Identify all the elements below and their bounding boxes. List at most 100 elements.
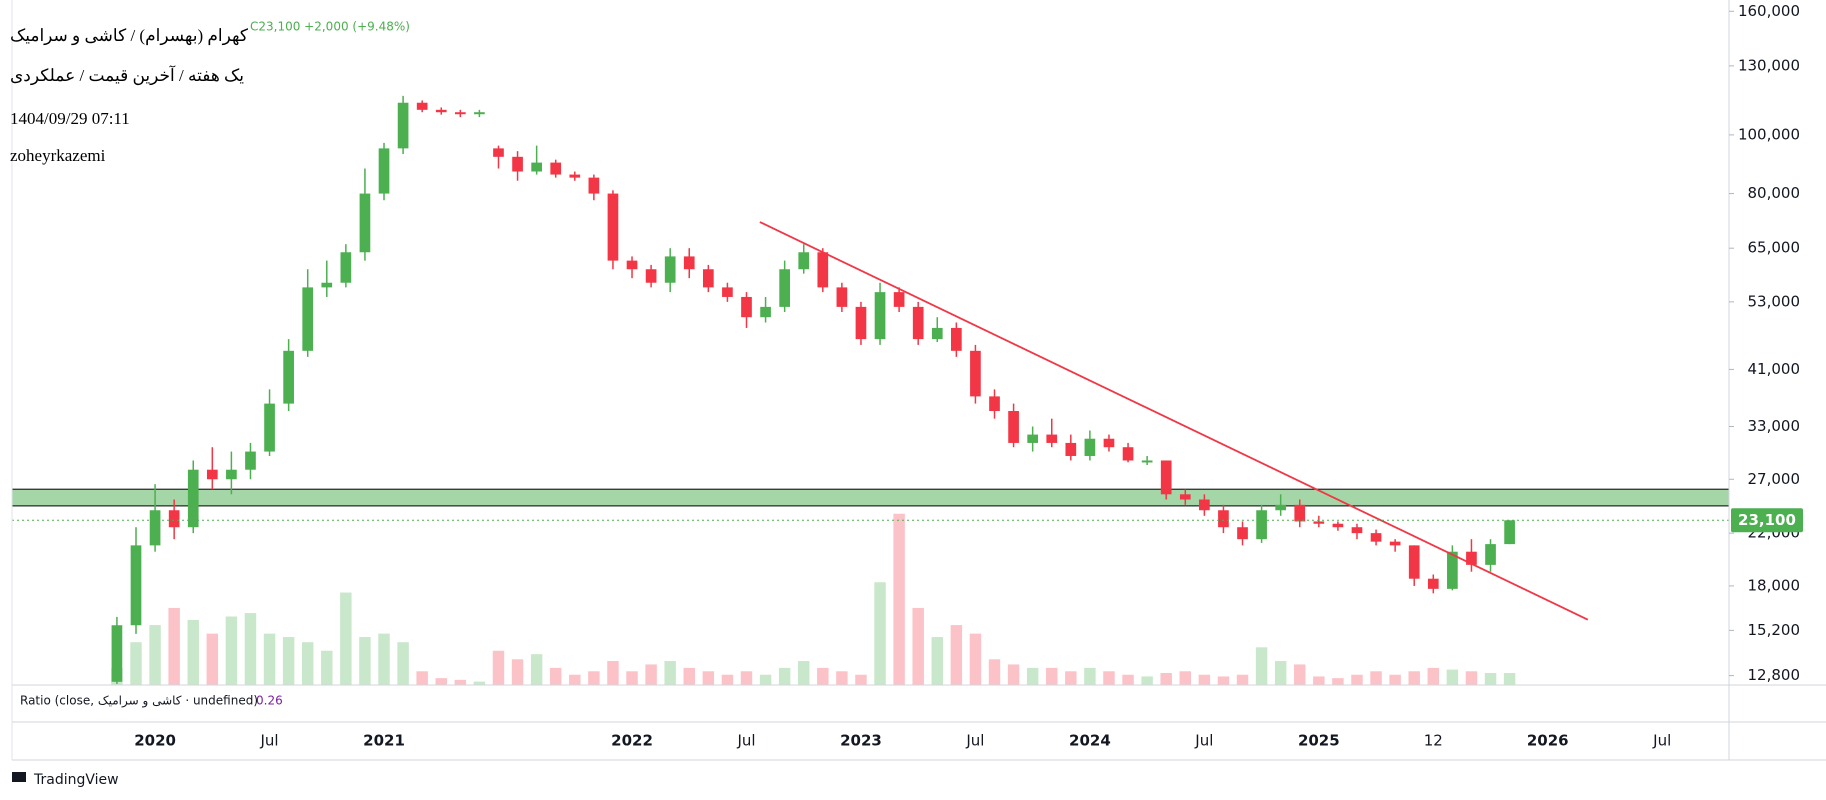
candle-body [779,269,790,307]
candle-body [264,403,275,452]
candle-body [1294,504,1306,522]
y-tick-label: 100,000 [1738,125,1800,143]
volume-bar [1389,674,1401,685]
volume-bar [683,667,695,685]
volume-bar [664,661,676,685]
y-tick-label: 41,000 [1748,360,1801,378]
y-tick-label: 18,000 [1748,576,1801,594]
candle-body [111,625,123,682]
y-tick-label: 80,000 [1748,184,1801,202]
candle-body [1218,510,1229,528]
candle-body [416,102,428,110]
x-tick-label: 2020 [134,732,176,750]
candle-body [588,177,600,194]
candle-body [454,112,466,115]
volume-bar [855,674,867,685]
candle-body [1103,438,1115,448]
candle-body [1027,434,1039,443]
timestamp: 1404/09/29 07:11 [10,109,130,128]
volume-bar [1198,674,1211,685]
candle-body [1084,438,1096,456]
candle-body [855,306,867,340]
candle-body [1313,521,1325,524]
candle-body [493,148,504,157]
candle-body [1275,504,1287,511]
candle-body [760,306,771,318]
volume-bar [130,642,142,685]
volume-bar [1065,671,1077,685]
volume-bar [588,671,600,685]
volume-bar [1503,673,1516,685]
volume-bar [473,681,486,685]
volume-bar [187,619,199,685]
candle-body [1370,533,1382,542]
candle-body [206,469,218,480]
candle-body [741,296,752,318]
candle-body [1466,551,1477,565]
volume-bar [1427,667,1440,685]
volume-bar [435,678,447,685]
price-tag-label: 23,100 [1738,511,1796,529]
volume-bar [511,659,524,685]
volume-bar [416,671,428,685]
volume-bar [359,637,371,685]
y-tick-label: 160,000 [1738,2,1800,20]
volume-bar [1408,671,1420,685]
candle-body [702,269,714,288]
candle-body [645,269,657,283]
volume-bar [1274,661,1287,685]
candle-body [1141,460,1153,463]
candle-body [130,545,142,626]
candle-body [626,260,638,270]
volume-bar [836,671,848,685]
volume-bar [225,616,238,685]
volume-bar [1465,671,1478,685]
volume-bar [607,661,619,685]
volume-bar [740,671,753,685]
brand: TradingView [33,772,119,788]
volume-bar [492,650,505,685]
volume-bar [263,633,276,685]
volume-bar [931,637,943,685]
x-tick-label: 2021 [363,732,405,750]
candle-body [1160,460,1172,495]
candle-body [168,510,180,528]
volume-bar [798,661,810,685]
volume-bar [1236,674,1249,685]
candle-body [512,156,523,172]
x-tick-label: 2023 [840,732,882,750]
candle-body [226,469,237,480]
volume-bar [778,667,791,685]
x-tick-label: Jul [1194,732,1213,750]
candle-body [931,327,943,340]
y-tick-label: 53,000 [1748,292,1801,310]
volume-bar [969,633,982,685]
volume-bar [1179,671,1192,685]
candle-body [1389,541,1401,546]
volume-bar [988,659,1001,685]
volume-bar [874,582,886,685]
price-tag [1731,508,1803,533]
indicator-value: 0.26 [256,694,283,708]
volume-bar [321,650,333,685]
ohlc-legend: C23,100 +2,000 (+9.48%) [250,20,410,34]
volume-bar [1351,674,1363,685]
y-tick-label: 15,200 [1748,621,1801,639]
volume-bar [569,674,581,685]
indicator-label: Ratio (close, کاشی و سرامیک · undefined) [20,694,258,709]
volume-bar [282,637,295,685]
volume-bar [1484,673,1497,685]
volume-bar [759,674,772,685]
x-tick-label: 2022 [611,732,653,750]
candle-body [435,109,447,113]
volume-bar [340,592,352,685]
candle-body [970,350,981,397]
candle-body [836,287,848,307]
volume-bar [1103,671,1115,685]
volume-bar [912,607,924,685]
candle-body [989,396,1000,412]
candle-body [912,306,924,340]
volume-bar [1007,664,1020,685]
candle-body [1237,527,1248,540]
